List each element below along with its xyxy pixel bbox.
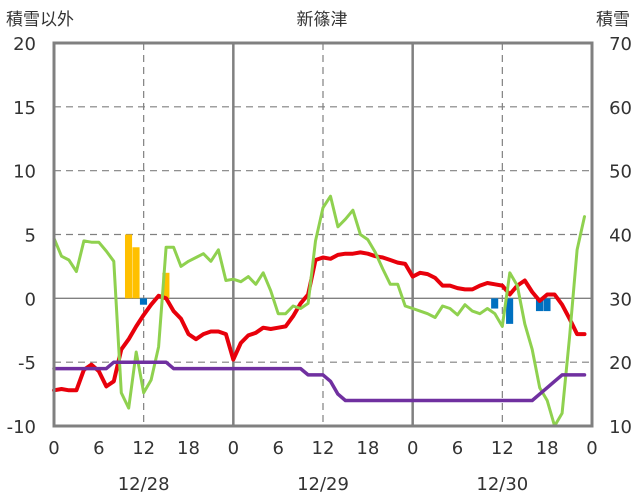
y-tick-right-label: 60 [609,98,632,119]
y-tick-left-label: 10 [13,162,36,183]
chart-title: 新篠津 [297,10,348,30]
y-tick-right-label: 10 [609,417,632,438]
precip_bar-mark [132,247,140,299]
y-tick-right-label: 20 [609,353,632,374]
x-tick-label: 0 [228,438,239,459]
date-label: 12/30 [476,474,528,495]
x-tick-label: 12 [491,438,514,459]
y-tick-left-label: 0 [25,289,36,310]
right-axis-label: 積雪 [596,10,630,30]
date-label: 12/28 [118,474,170,495]
x-tick-label: 6 [452,438,463,459]
snow_depth-line [52,360,587,403]
y-tick-right-label: 40 [609,226,632,247]
sun_bar-mark [491,298,499,309]
plot-frame [52,41,594,428]
left-axis-label: 積雪以外 [6,10,74,30]
date-label: 12/29 [297,474,349,495]
y-tick-left-label: -10 [7,417,36,438]
sun_bar-mark [139,298,148,305]
x-tick-label: 12 [132,438,155,459]
date-labels: 12/28 12/29 12/30 [118,474,529,495]
x-tick-label: 6 [93,438,104,459]
y-tick-left-label: 15 [13,98,36,119]
x-tick-label: 0 [48,438,59,459]
bars [124,234,551,324]
wind-line [52,194,586,428]
x-tick-label: 18 [356,438,379,459]
y-tick-left-label: 5 [25,226,36,247]
temperature-line [52,250,587,393]
precip_bar-mark [124,234,133,299]
series-lines [52,194,587,428]
x-tick-label: 0 [407,438,418,459]
y-ticks-left: 20 15 10 5 0 -5 -10 [7,34,36,438]
x-tick-label: 18 [177,438,200,459]
precip_bar-mark [162,272,170,299]
sun_bar-mark [543,298,551,312]
y-tick-left-label: -5 [18,353,36,374]
y-tick-left-label: 20 [13,34,36,55]
y-tick-right-label: 50 [609,162,632,183]
x-ticks: 0 6 12 18 0 6 12 18 0 6 12 18 0 [48,438,597,459]
x-tick-label: 0 [586,438,597,459]
sun_bar-mark [506,298,514,324]
y-tick-right-label: 30 [609,289,632,310]
x-tick-label: 12 [312,438,335,459]
sun_bar-mark [535,298,544,312]
y-tick-right-label: 70 [609,34,632,55]
x-tick-label: 6 [272,438,283,459]
x-tick-label: 18 [536,438,559,459]
y-ticks-right: 70 60 50 40 30 20 10 [609,34,632,438]
